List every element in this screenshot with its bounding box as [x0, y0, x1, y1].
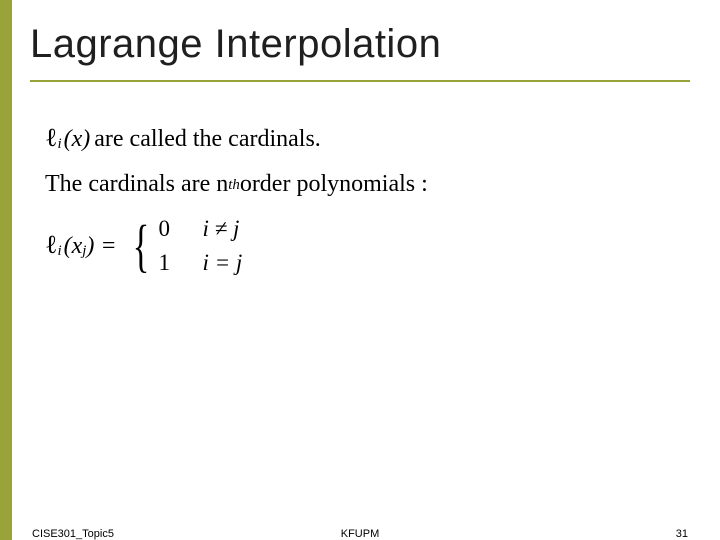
text-nth-b: order polynomials :	[240, 171, 428, 198]
def-lhs: ℓi (xj) =	[45, 232, 117, 260]
case-1-val: 1	[158, 250, 174, 276]
line-cardinals-called: ℓi (x) are called the cardinals.	[45, 125, 685, 153]
line-nth-order: The cardinals are nth order polynomials …	[45, 171, 685, 198]
def-ell: ℓ	[45, 232, 57, 258]
def-arg-open: (x	[64, 233, 83, 260]
footer-left: CISE301_Topic5	[32, 528, 114, 540]
def-arg-close: ) =	[86, 233, 116, 260]
arg-x: (x)	[64, 126, 91, 153]
def-arg-sub-j: j	[82, 243, 86, 260]
case-1: 1 i = j	[158, 250, 242, 276]
case-1-cond: i = j	[202, 250, 242, 276]
text-nth-a: The cardinals are n	[45, 171, 228, 198]
def-sub-i: i	[57, 243, 61, 260]
case-0-cond: i ≠ j	[202, 216, 239, 242]
footer-page-number: 31	[676, 528, 688, 540]
content-region: ℓi (x) are called the cardinals. The car…	[45, 125, 685, 276]
ell-sub-i: i	[57, 136, 61, 153]
sup-th: th	[228, 177, 240, 194]
cases: 0 i ≠ j 1 i = j	[158, 216, 242, 276]
accent-bar	[0, 0, 12, 540]
title-underline	[30, 80, 690, 82]
left-brace: {	[132, 220, 149, 272]
ell-symbol: ℓ	[45, 125, 57, 151]
piecewise-definition: ℓi (xj) = { 0 i ≠ j 1 i = j	[45, 216, 685, 276]
page-title: Lagrange Interpolation	[30, 22, 441, 67]
case-0: 0 i ≠ j	[158, 216, 242, 242]
footer-center: KFUPM	[341, 528, 380, 540]
text-called-cardinals: are called the cardinals.	[94, 126, 321, 153]
case-0-val: 0	[158, 216, 174, 242]
